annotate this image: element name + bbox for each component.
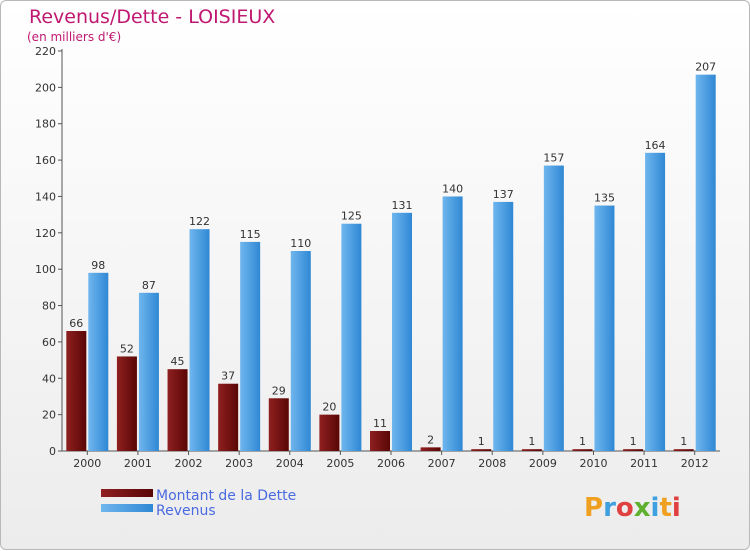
- y-tick-label: 80: [42, 300, 56, 313]
- value-label-dette: 1: [528, 435, 535, 448]
- value-label-dette: 11: [373, 417, 387, 430]
- value-label-dette: 37: [221, 370, 235, 383]
- y-tick-label: 180: [35, 118, 56, 131]
- value-label-dette: 1: [680, 435, 687, 448]
- value-label-revenus: 131: [392, 199, 413, 212]
- y-tick-label: 20: [42, 409, 56, 422]
- bar-dette: [420, 447, 441, 451]
- y-tick-label: 140: [35, 190, 56, 203]
- bar-revenus: [645, 152, 666, 451]
- value-label-revenus: 157: [543, 152, 564, 165]
- value-label-dette: 45: [171, 355, 185, 368]
- legend-swatch-revenus: [101, 504, 153, 512]
- bar-revenus: [543, 165, 564, 451]
- value-label-revenus: 122: [189, 215, 210, 228]
- logo-letter: i: [672, 493, 681, 523]
- bar-dette: [167, 369, 188, 451]
- x-tick-label: 2004: [276, 457, 304, 470]
- proxiti-logo: Proxiti: [584, 493, 681, 523]
- legend-swatch-debt: [101, 489, 153, 497]
- y-tick-label: 40: [42, 372, 56, 385]
- x-tick-label: 2006: [377, 457, 405, 470]
- bar-revenus: [392, 212, 412, 451]
- value-label-revenus: 137: [493, 188, 514, 201]
- value-label-revenus: 87: [142, 279, 156, 292]
- logo-wordmark: Proxiti: [584, 493, 681, 523]
- logo-letter: t: [659, 493, 671, 523]
- legend-label-debt: Montant de la Dette: [156, 488, 296, 504]
- value-label-dette: 1: [630, 435, 637, 448]
- x-tick-label: 2008: [478, 457, 506, 470]
- chart-subtitle: (en milliers d'€): [27, 30, 121, 44]
- value-label-revenus: 164: [645, 139, 666, 152]
- y-tick-label: 160: [35, 154, 56, 167]
- x-tick-label: 2009: [529, 457, 557, 470]
- y-tick-label: 120: [35, 227, 56, 240]
- x-tick-label: 2012: [681, 457, 709, 470]
- logo-letter: i: [651, 493, 660, 523]
- y-tick-label: 220: [35, 45, 56, 58]
- bar-revenus: [138, 292, 159, 451]
- bar-dette: [116, 356, 137, 451]
- value-label-revenus: 115: [240, 228, 261, 241]
- bar-dette: [268, 398, 289, 451]
- y-tick-label: 60: [42, 336, 56, 349]
- bar-dette: [471, 449, 492, 451]
- x-tick-label: 2011: [630, 457, 658, 470]
- value-label-revenus: 110: [290, 237, 311, 250]
- bar-dette: [673, 449, 694, 451]
- bar-dette: [218, 383, 239, 451]
- value-label-dette: 66: [69, 317, 83, 330]
- x-tick-label: 2000: [73, 457, 101, 470]
- bar-revenus: [290, 251, 311, 451]
- value-label-dette: 29: [272, 384, 286, 397]
- value-label-dette: 2: [427, 433, 434, 446]
- x-tick-label: 2003: [225, 457, 253, 470]
- value-label-revenus: 207: [695, 61, 716, 74]
- value-label-revenus: 125: [341, 210, 362, 223]
- bar-revenus: [695, 74, 716, 452]
- chart-title: Revenus/Dette - LOISIEUX: [29, 6, 275, 28]
- bar-dette: [370, 431, 390, 451]
- bar-dette: [521, 449, 542, 451]
- x-tick-label: 2002: [175, 457, 203, 470]
- value-label-dette: 1: [579, 435, 586, 448]
- legend-label-revenus: Revenus: [156, 503, 216, 519]
- bar-revenus: [493, 201, 514, 451]
- x-tick-label: 2001: [124, 457, 152, 470]
- bar-revenus: [594, 205, 615, 451]
- bar-dette: [319, 414, 340, 451]
- value-label-dette: 1: [478, 435, 485, 448]
- logo-letter: P: [584, 493, 603, 523]
- logo-letter: r: [603, 493, 616, 523]
- bars: 6698528745122371152911020125111312140113…: [66, 61, 716, 452]
- x-tick-label: 2010: [579, 457, 607, 470]
- bar-revenus: [240, 241, 261, 451]
- bar-revenus: [442, 196, 463, 451]
- x-tick-label: 2007: [428, 457, 456, 470]
- y-tick-label: 100: [35, 263, 56, 276]
- value-label-dette: 52: [120, 342, 134, 355]
- logo-letter: o: [616, 493, 634, 523]
- bar-dette: [623, 449, 644, 451]
- bar-dette: [572, 449, 593, 451]
- bar-revenus: [88, 272, 109, 451]
- value-label-dette: 20: [322, 401, 336, 414]
- y-tick-label: 200: [35, 81, 56, 94]
- bar-dette: [66, 331, 87, 451]
- y-tick-label: 0: [49, 445, 56, 458]
- value-label-revenus: 135: [594, 192, 615, 205]
- bar-revenus: [189, 229, 210, 451]
- value-label-revenus: 98: [91, 259, 105, 272]
- bar-revenus: [341, 223, 362, 451]
- x-tick-label: 2005: [326, 457, 354, 470]
- logo-letter: x: [634, 493, 651, 523]
- value-label-revenus: 140: [442, 182, 463, 195]
